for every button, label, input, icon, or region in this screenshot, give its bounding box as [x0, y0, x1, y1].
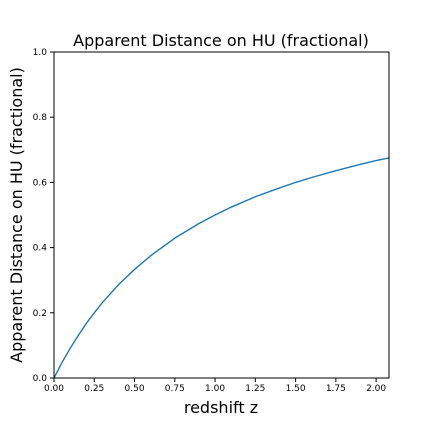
plot-frame — [53, 51, 390, 379]
x-axis-ticks: 0.00 0.25 0.50 0.75 1.00 1.25 1.50 1.75 2.00 — [44, 378, 386, 394]
y-tick-label: 0.6 — [33, 178, 48, 188]
x-tick-label: 2.00 — [366, 384, 386, 394]
x-tick-label: 0.50 — [125, 384, 145, 394]
plot-area — [54, 52, 389, 378]
y-tick-label: 0.8 — [33, 113, 48, 123]
x-tick-label: 1.25 — [245, 384, 265, 394]
x-tick-label: 0.25 — [84, 384, 104, 394]
y-axis-label: Apparent Distance on HU (fractional) — [7, 67, 26, 363]
chart-title: Apparent Distance on HU (fractional) — [73, 31, 369, 50]
y-tick-label: 0.2 — [33, 309, 47, 319]
x-tick-label: 1.75 — [326, 384, 346, 394]
y-tick-label: 1.0 — [33, 48, 48, 58]
x-tick-label: 1.50 — [286, 384, 306, 394]
y-tick-label: 0.4 — [33, 244, 48, 254]
x-axis-label: redshift z — [184, 398, 258, 417]
x-tick-label: 1.00 — [205, 384, 225, 394]
y-axis-ticks: 0.0 0.2 0.4 0.6 0.8 1.0 — [33, 48, 54, 384]
x-tick-label: 0.75 — [165, 384, 185, 394]
series-line — [53, 157, 390, 379]
y-tick-label: 0.0 — [33, 374, 48, 384]
x-tick-label: 0.00 — [44, 384, 64, 394]
